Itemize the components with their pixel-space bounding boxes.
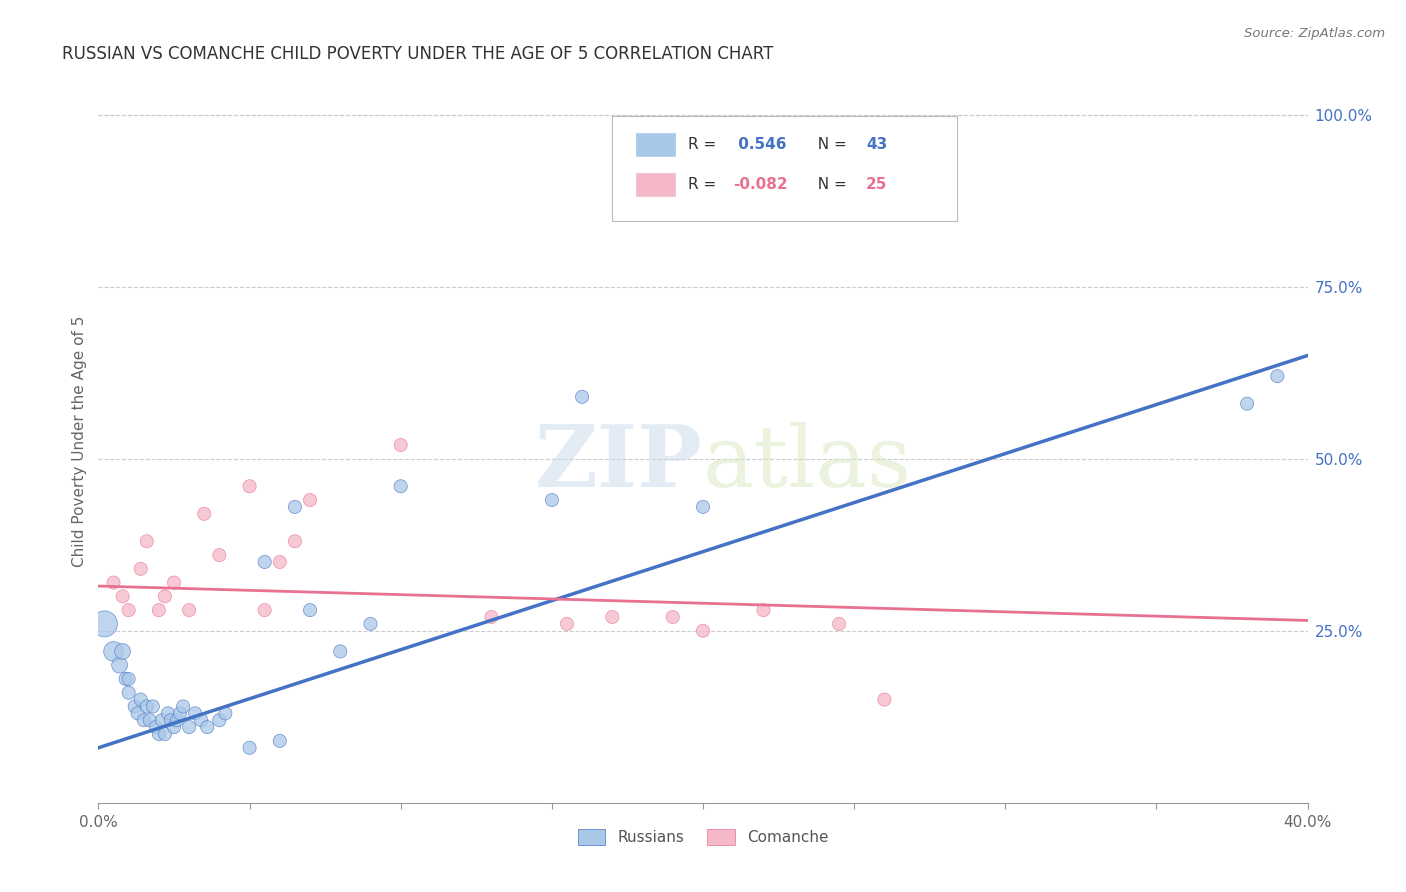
Point <box>156 706 179 721</box>
Bar <box>637 173 675 196</box>
Text: 25: 25 <box>866 177 887 192</box>
Point <box>142 699 165 714</box>
Text: N =: N = <box>808 137 852 152</box>
Text: ZIP: ZIP <box>536 421 703 505</box>
Point <box>253 603 276 617</box>
Text: -0.082: -0.082 <box>734 177 787 192</box>
Point <box>481 610 503 624</box>
Point <box>253 555 276 569</box>
Point <box>389 479 412 493</box>
Point <box>129 562 152 576</box>
Point <box>269 555 291 569</box>
Point <box>299 493 322 508</box>
Point <box>150 713 173 727</box>
Text: R =: R = <box>689 177 721 192</box>
Text: N =: N = <box>808 177 852 192</box>
Text: R =: R = <box>689 137 721 152</box>
Bar <box>637 133 675 156</box>
Point <box>540 493 562 508</box>
Point <box>127 706 149 721</box>
Point <box>208 713 231 727</box>
Point <box>103 575 125 590</box>
Point <box>166 713 188 727</box>
Point <box>172 699 194 714</box>
Point <box>108 658 131 673</box>
Point <box>148 727 170 741</box>
Point <box>661 610 683 624</box>
Point <box>118 686 141 700</box>
Point <box>602 610 624 624</box>
Text: atlas: atlas <box>703 422 912 505</box>
Point <box>103 644 125 658</box>
Point <box>299 603 322 617</box>
Point <box>114 672 136 686</box>
Point <box>129 692 152 706</box>
Text: Source: ZipAtlas.com: Source: ZipAtlas.com <box>1244 27 1385 40</box>
Point <box>828 616 851 631</box>
Point <box>1267 369 1289 384</box>
Text: 43: 43 <box>866 137 887 152</box>
Point <box>124 699 146 714</box>
Point <box>135 534 157 549</box>
Point <box>555 616 578 631</box>
Point <box>269 734 291 748</box>
Point <box>163 720 186 734</box>
Point <box>284 500 307 514</box>
Point <box>163 575 186 590</box>
Point <box>214 706 236 721</box>
Point <box>153 727 176 741</box>
Point <box>208 548 231 562</box>
Point <box>111 590 134 604</box>
Point <box>692 500 714 514</box>
Point <box>179 720 201 734</box>
Point <box>195 720 218 734</box>
Point <box>389 438 412 452</box>
Point <box>93 616 115 631</box>
Point <box>190 713 212 727</box>
Point <box>571 390 593 404</box>
FancyBboxPatch shape <box>613 116 957 221</box>
Point <box>284 534 307 549</box>
Text: RUSSIAN VS COMANCHE CHILD POVERTY UNDER THE AGE OF 5 CORRELATION CHART: RUSSIAN VS COMANCHE CHILD POVERTY UNDER … <box>62 45 773 63</box>
Point <box>118 672 141 686</box>
Point <box>360 616 382 631</box>
Point <box>692 624 714 638</box>
Point <box>184 706 207 721</box>
Point <box>239 740 262 755</box>
Point <box>169 706 191 721</box>
Point <box>752 603 775 617</box>
Point <box>179 603 201 617</box>
Point <box>111 644 134 658</box>
Point <box>132 713 155 727</box>
Legend: Russians, Comanche: Russians, Comanche <box>569 822 837 853</box>
Point <box>873 692 896 706</box>
Point <box>239 479 262 493</box>
Point <box>145 720 167 734</box>
Point <box>148 603 170 617</box>
Point <box>153 590 176 604</box>
Point <box>139 713 162 727</box>
Point <box>118 603 141 617</box>
Point <box>160 713 183 727</box>
Point <box>1236 397 1258 411</box>
Point <box>329 644 352 658</box>
Point <box>193 507 215 521</box>
Text: 0.546: 0.546 <box>734 137 787 152</box>
Point <box>135 699 157 714</box>
Y-axis label: Child Poverty Under the Age of 5: Child Poverty Under the Age of 5 <box>72 316 87 567</box>
